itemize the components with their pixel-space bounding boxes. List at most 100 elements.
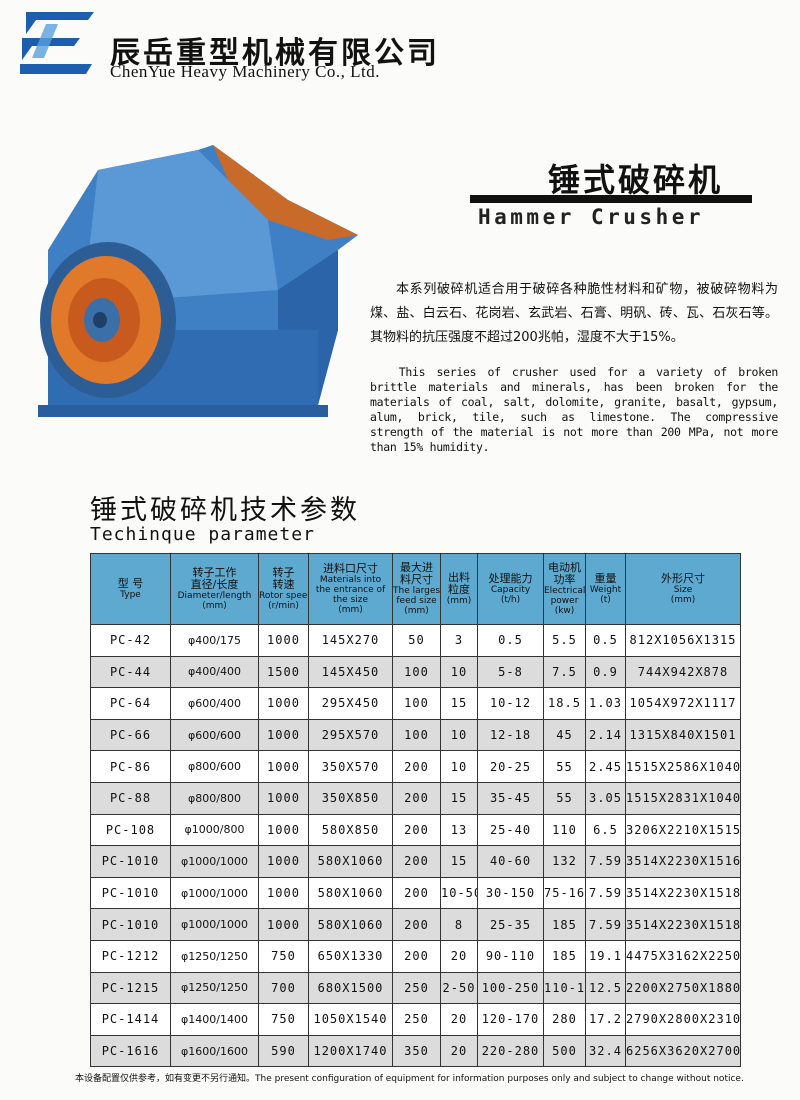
- header-line: 粒度: [448, 583, 470, 596]
- table-row: PC-86 φ800/600 1000 350X570 200 10 20-25 55 2.45…: [90, 750, 741, 783]
- table-cell: 1500: [258, 655, 309, 689]
- table-cell: 220-280: [477, 1034, 544, 1068]
- table-row: PC-1414 φ1400/1400 750 1050X1540 250 20 120-17…: [90, 1003, 741, 1036]
- header-line: the entrance of: [315, 585, 386, 595]
- footer-note: 本设备配置仅供参考，如有变更不另行通知。The present configur…: [75, 1074, 744, 1084]
- header-line: 出料: [448, 571, 470, 584]
- table-row: PC-44 φ400/400 1500 145X450 100 10 5-8 7.5 0.9 74…: [90, 655, 741, 689]
- table-cell: 580X1060: [308, 876, 393, 910]
- table-cell: 100-250: [477, 971, 544, 1005]
- header-line: 直径/长度: [190, 578, 239, 591]
- table-cell: 1.03: [585, 687, 626, 720]
- table-cell: 17.2: [585, 1003, 626, 1036]
- table-cell: 3206X2210X1515: [625, 813, 741, 847]
- table-cell: 30-150: [477, 876, 544, 910]
- table-cell: 25-35: [477, 908, 544, 941]
- table-row: PC-1010 φ1000/1000 1000 580X1060 200 8 25-35 18…: [90, 908, 741, 941]
- table-cell: 1000: [258, 718, 309, 752]
- table-cell: 2.45: [585, 750, 626, 783]
- header-cell: 处理能力 Capacity (t/h): [477, 553, 544, 625]
- table-cell: 40-60: [477, 845, 544, 878]
- table-cell: 280: [543, 1003, 586, 1036]
- table-cell: 350X850: [308, 781, 393, 815]
- table-cell: 120-170: [477, 1003, 544, 1036]
- table-cell: 295X450: [308, 687, 393, 720]
- table-cell: 750: [258, 939, 309, 973]
- table-cell: 10: [440, 718, 478, 752]
- header-line: Electrical: [544, 586, 586, 596]
- table-cell: 650X1330: [308, 939, 393, 973]
- table-cell: 110-185: [543, 971, 586, 1005]
- table-cell: 744X942X878: [625, 655, 741, 689]
- table-cell: 200: [392, 845, 441, 878]
- table-cell: 19.1: [585, 939, 626, 973]
- header-line: Weight: [589, 585, 622, 595]
- table-cell: 8: [440, 908, 478, 941]
- table-cell: PC-1414: [90, 1003, 171, 1036]
- header-line: (mm): [446, 596, 472, 606]
- table-cell: φ1000/1000: [170, 876, 259, 910]
- header-line: 进料口尺寸: [323, 562, 378, 575]
- table-cell: PC-1212: [90, 939, 171, 973]
- company-name-cn: 辰岳重型机械有限公司: [110, 36, 440, 71]
- header-line: power: [550, 596, 579, 606]
- header-line: (mm): [670, 595, 696, 605]
- table-cell: 200: [392, 908, 441, 941]
- intro-en: This series of crusher used for a variet…: [370, 365, 778, 454]
- table-cell: PC-1010: [90, 908, 171, 941]
- table-cell: 1000: [258, 908, 309, 941]
- table-cell: PC-86: [90, 750, 171, 783]
- table-cell: 500: [543, 1034, 586, 1068]
- header-line: 型 号: [117, 577, 144, 590]
- table-row: PC-108 φ1000/800 1000 580X850 200 13 25-40 110 6…: [90, 813, 741, 847]
- table-cell: 812X1056X1315: [625, 624, 741, 657]
- company-name-en: ChenYue Heavy Machinery Co., Ltd.: [110, 62, 381, 81]
- table-cell: 250: [392, 1003, 441, 1036]
- table-cell: φ600/600: [170, 718, 259, 752]
- table-cell: 2.14: [585, 718, 626, 752]
- table-cell: PC-1616: [90, 1034, 171, 1068]
- table-cell: 10: [440, 655, 478, 689]
- table-cell: 1000: [258, 781, 309, 815]
- header-line: 最大进: [400, 561, 433, 574]
- product-title-cn: 锤式破碎机: [548, 161, 724, 199]
- table-cell: 580X1060: [308, 908, 393, 941]
- header-line: 转子工作: [192, 566, 237, 579]
- table-cell: 20-25: [477, 750, 544, 783]
- header-cell: 进料口尺寸 Materials into the entrance of the si…: [308, 553, 393, 625]
- spec-table: 型 号 Type 转子工作 直径/长度 Diameter/length (mm) 转子 转速 R…: [90, 553, 741, 1068]
- table-cell: 185: [543, 908, 586, 941]
- table-cell: 700: [258, 971, 309, 1005]
- table-cell: 7.59: [585, 845, 626, 878]
- table-body: PC-42 φ400/175 1000 145X270 50 3 0.5 5.5 0.5 812X…: [90, 624, 741, 1068]
- table-cell: φ800/800: [170, 781, 259, 815]
- table-cell: 200: [392, 781, 441, 815]
- table-row: PC-64 φ600/400 1000 295X450 100 15 10-12 18.5 1.…: [90, 687, 741, 720]
- header-line: 转速: [272, 578, 295, 591]
- header-line: Materials into: [319, 575, 382, 585]
- table-cell: 1000: [258, 750, 309, 783]
- header-cell: 电动机 功率 Electrical power (kw): [543, 553, 586, 625]
- table-cell: 580X1060: [308, 845, 393, 878]
- table-cell: φ1400/1400: [170, 1003, 259, 1036]
- header-line: 转子: [272, 566, 295, 579]
- table-cell: 5-8: [477, 655, 544, 689]
- table-cell: 55: [543, 750, 586, 783]
- table-cell: 2790X2800X2310: [625, 1003, 741, 1036]
- table-cell: 15: [440, 781, 478, 815]
- table-cell: 295X570: [308, 718, 393, 752]
- crusher-image: [38, 145, 358, 417]
- header-line: (t): [600, 595, 611, 605]
- table-cell: 90-110: [477, 939, 544, 973]
- table-cell: 13: [440, 813, 478, 847]
- table-cell: 10-50: [440, 876, 478, 910]
- table-cell: 3514X2230X1518: [625, 908, 741, 941]
- table-cell: 7.59: [585, 908, 626, 941]
- header-cell: 最大进 料尺寸 The largest feed size (mm): [392, 553, 441, 625]
- table-cell: φ400/175: [170, 624, 259, 657]
- table-cell: PC-1010: [90, 845, 171, 878]
- table-cell: 100: [392, 687, 441, 720]
- header-line: 外形尺寸: [661, 572, 705, 585]
